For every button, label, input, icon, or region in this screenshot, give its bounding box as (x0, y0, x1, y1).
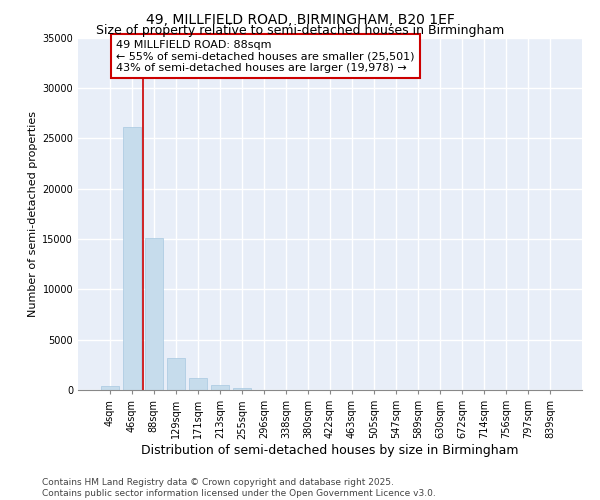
Text: 49, MILLFIELD ROAD, BIRMINGHAM, B20 1EF: 49, MILLFIELD ROAD, BIRMINGHAM, B20 1EF (146, 12, 454, 26)
Bar (211, 386, 229, 390)
Bar (189, 378, 206, 390)
Bar (167, 358, 185, 390)
Bar (101, 386, 119, 390)
Text: Size of property relative to semi-detached houses in Birmingham: Size of property relative to semi-detach… (96, 24, 504, 37)
Y-axis label: Number of semi-detached properties: Number of semi-detached properties (28, 111, 38, 317)
Bar (123, 127, 140, 390)
Text: Contains HM Land Registry data © Crown copyright and database right 2025.
Contai: Contains HM Land Registry data © Crown c… (42, 478, 436, 498)
X-axis label: Distribution of semi-detached houses by size in Birmingham: Distribution of semi-detached houses by … (141, 444, 519, 457)
Bar (233, 388, 251, 390)
Bar (145, 238, 163, 390)
Text: 49 MILLFIELD ROAD: 88sqm
← 55% of semi-detached houses are smaller (25,501)
43% : 49 MILLFIELD ROAD: 88sqm ← 55% of semi-d… (116, 40, 415, 72)
